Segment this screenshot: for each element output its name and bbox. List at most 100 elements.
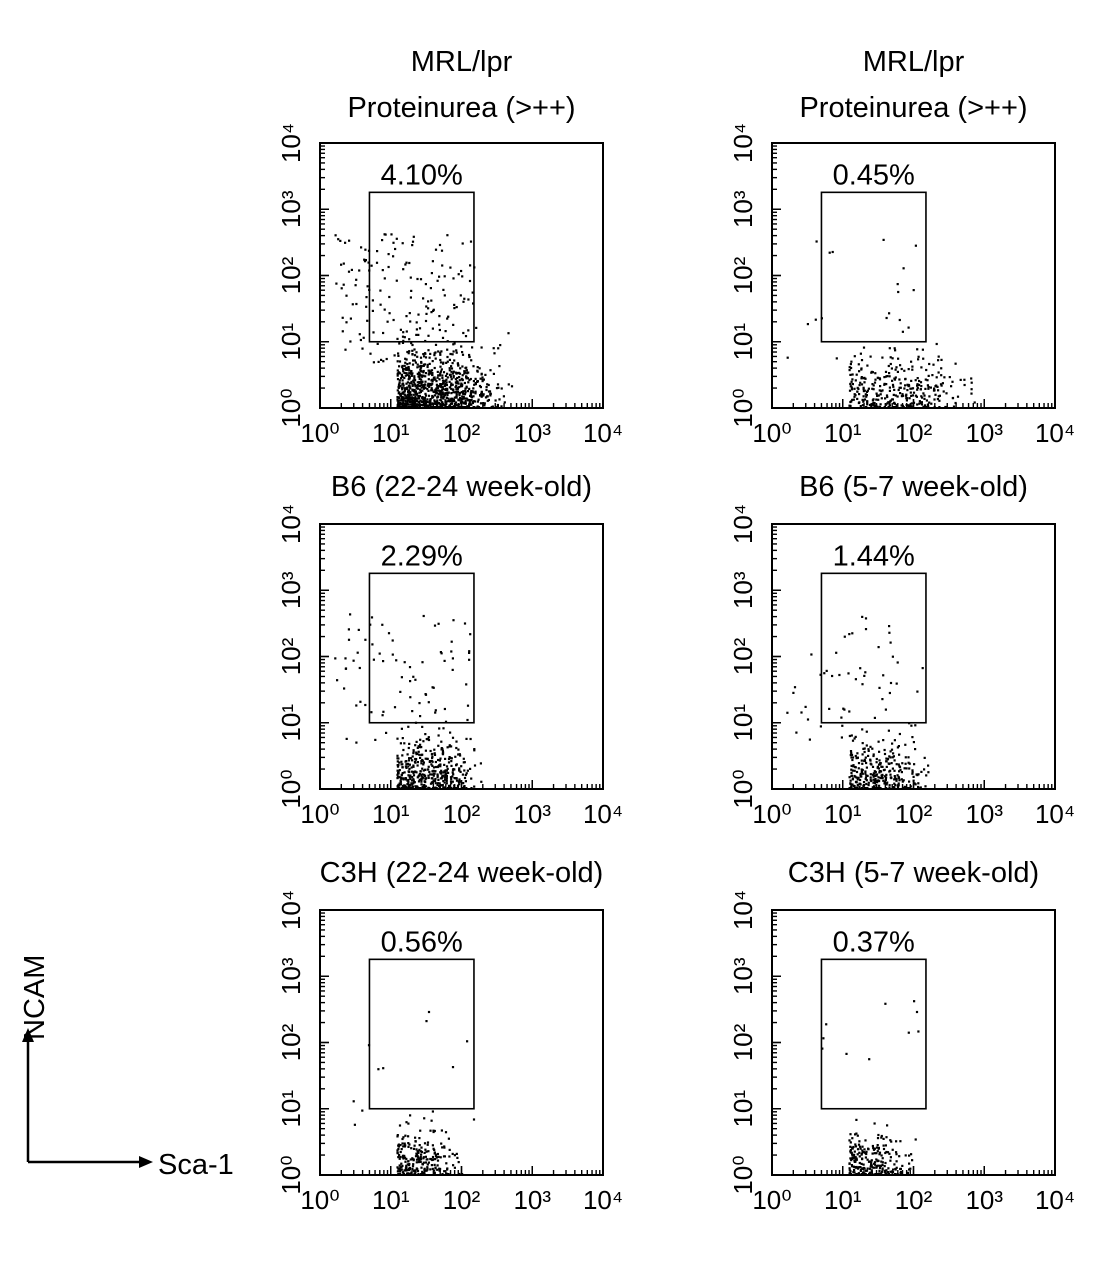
data-point [869, 355, 872, 358]
data-point [879, 762, 882, 765]
data-point [897, 777, 901, 780]
data-point [424, 399, 427, 402]
data-point [358, 333, 361, 336]
data-point [485, 388, 488, 392]
data-point [438, 243, 442, 247]
data-point [401, 1154, 405, 1157]
data-point [924, 378, 927, 381]
data-point [420, 746, 423, 749]
y-tick-label: 10⁴ [276, 123, 306, 163]
data-point [440, 652, 443, 655]
data-point [450, 777, 453, 781]
data-point [416, 392, 419, 395]
data-point [483, 404, 486, 407]
data-point [910, 405, 913, 408]
data-point [436, 399, 439, 402]
data-point [441, 402, 444, 405]
data-point [917, 355, 920, 358]
data-point [431, 782, 434, 785]
data-point [444, 330, 447, 333]
data-point [973, 401, 976, 404]
data-point [442, 780, 445, 783]
data-point [479, 402, 483, 405]
data-point [439, 1167, 442, 1171]
data-point [904, 762, 907, 765]
data-point [905, 397, 908, 400]
data-point [890, 776, 893, 779]
data-point [402, 404, 406, 407]
data-point [412, 772, 415, 775]
data-point [408, 768, 411, 771]
data-point [443, 275, 446, 278]
data-point [471, 346, 474, 349]
data-point [856, 1167, 860, 1170]
data-point [413, 375, 416, 378]
panel-title: C3H (5-7 week-old) [788, 857, 1039, 889]
data-point [891, 767, 894, 770]
data-point [453, 303, 456, 306]
data-point [465, 772, 468, 775]
data-point [445, 769, 448, 772]
data-point [500, 387, 503, 390]
data-point [888, 402, 891, 405]
data-point [443, 294, 446, 297]
data-point [475, 326, 478, 329]
data-point [408, 763, 411, 766]
data-point [396, 369, 399, 372]
data-point [871, 747, 874, 750]
data-point [397, 771, 400, 775]
data-point [858, 785, 861, 788]
data-point [894, 376, 897, 379]
data-point [457, 748, 460, 751]
data-point [424, 380, 427, 383]
data-point [374, 738, 377, 741]
data-point [819, 725, 822, 728]
data-point [448, 786, 451, 789]
data-point [855, 1118, 858, 1121]
data-point [422, 369, 425, 373]
data-point [407, 762, 410, 765]
data-point [398, 360, 402, 363]
data-point [376, 250, 379, 253]
data-point [924, 404, 927, 407]
data-point [423, 355, 426, 358]
data-point [895, 682, 898, 685]
data-point [877, 767, 880, 770]
data-point [418, 1159, 421, 1162]
data-point [420, 777, 423, 780]
data-point [893, 1163, 896, 1166]
data-point [869, 773, 872, 776]
data-point [945, 392, 948, 395]
x-tick-label: 10¹ [824, 799, 862, 829]
data-point [431, 388, 434, 392]
data-point [473, 749, 476, 752]
data-point [447, 757, 451, 761]
data-point [823, 672, 826, 675]
data-point [875, 392, 878, 395]
data-point [875, 774, 878, 777]
data-point [889, 773, 892, 776]
data-point [899, 1167, 902, 1171]
data-point [852, 764, 855, 767]
data-point [875, 761, 878, 764]
data-point [853, 387, 856, 390]
data-point [925, 399, 928, 402]
data-point [891, 742, 894, 745]
data-point [417, 313, 420, 316]
data-point [429, 352, 432, 355]
data-point [408, 350, 411, 353]
data-point [399, 393, 402, 396]
data-point [917, 1030, 920, 1033]
data-point [437, 402, 440, 405]
data-point [458, 385, 461, 389]
data-point [351, 303, 354, 306]
data-point [870, 1164, 873, 1167]
data-point [849, 1157, 852, 1160]
data-point [885, 316, 888, 320]
data-point [854, 735, 857, 738]
data-point [424, 785, 427, 788]
data-point [427, 378, 430, 381]
data-point [851, 1137, 854, 1140]
data-point [413, 378, 416, 381]
data-point [408, 1168, 411, 1171]
